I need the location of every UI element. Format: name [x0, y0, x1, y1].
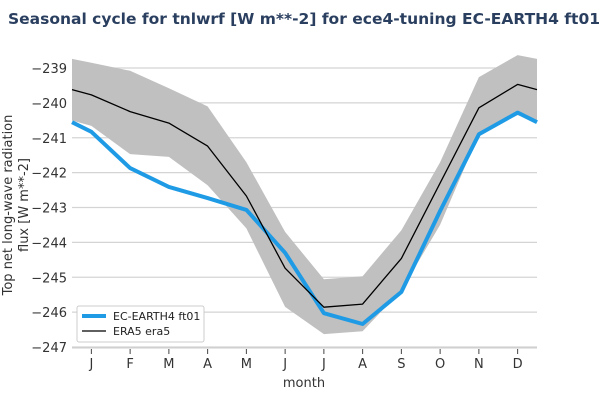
x-tick-label: O — [435, 357, 445, 372]
y-axis-label: Top net long-wave radiation flux [W m**-2… — [1, 115, 32, 297]
y-tick-label: −245 — [31, 271, 67, 286]
legend-label: EC-EARTH4 ft01 — [113, 310, 200, 323]
series-line-ec-earth4 — [71, 110, 538, 326]
x-tick-label: J — [282, 357, 287, 372]
chart-title: Seasonal cycle for tnlwrf [W m**-2] for … — [8, 10, 600, 28]
x-tick-label: F — [126, 357, 133, 372]
y-tick-label: −240 — [31, 97, 67, 112]
y-axis-label-line1: Top net long-wave radiation — [1, 115, 16, 297]
y-axis-label-line2: flux [W m**-2] — [17, 158, 32, 252]
legend-label: ERA5 era5 — [113, 325, 170, 338]
x-tick-label: J — [321, 357, 326, 372]
x-tick-label: A — [203, 357, 212, 372]
y-tick-label: −242 — [31, 167, 67, 182]
y-tick-label: −241 — [31, 132, 67, 147]
legend: EC-EARTH4 ft01 ERA5 era5 — [76, 305, 205, 343]
legend-box — [76, 305, 205, 343]
x-tick-label: N — [474, 357, 484, 372]
series-line-era5 — [71, 83, 538, 308]
y-tick-label: −246 — [31, 306, 67, 321]
x-tick-label: J — [88, 357, 93, 372]
x-tick-label: M — [163, 357, 174, 372]
y-tick-label: −244 — [31, 236, 67, 251]
x-tick-label: S — [397, 357, 405, 372]
y-tick-label: −243 — [31, 202, 67, 217]
y-tick-label: −239 — [31, 62, 67, 77]
x-tick-label: A — [358, 357, 367, 372]
x-axis-label: month — [283, 376, 325, 391]
x-tick-label: M — [241, 357, 252, 372]
range-band — [72, 55, 537, 335]
x-tick-label: D — [513, 357, 523, 372]
y-tick-label: −247 — [31, 341, 67, 356]
